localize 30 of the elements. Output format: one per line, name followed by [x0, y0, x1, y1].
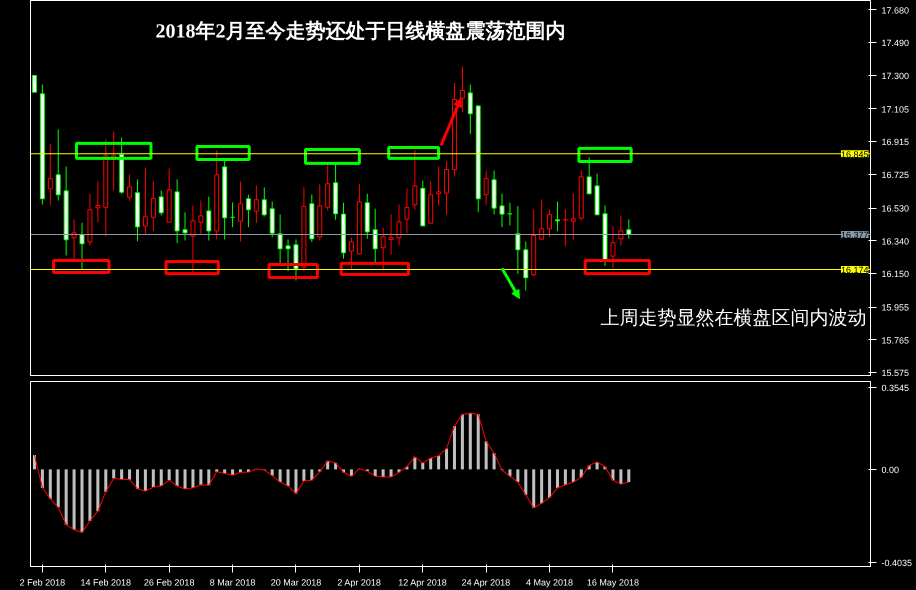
x-tick-label: 20 Mar 2018	[270, 578, 322, 588]
x-tick-label: 2 Feb 2018	[20, 578, 66, 588]
x-tick-label: 2 Apr 2018	[337, 578, 381, 588]
ref-line-label: 16.845	[840, 149, 869, 160]
x-tick-label: 12 Apr 2018	[398, 578, 447, 588]
x-tick-label: 4 May 2018	[526, 578, 574, 588]
annotation: 上周走势显然在横盘区间内波动	[600, 308, 866, 329]
x-tick-label: 14 Feb 2018	[80, 578, 132, 588]
y-tick-label: 17.105	[882, 104, 910, 114]
y-tick-label: 16.725	[882, 170, 910, 180]
y-tick-label: 17.490	[882, 38, 910, 48]
y-tick-label: 17.680	[882, 5, 910, 16]
x-tick-label: 16 May 2018	[586, 578, 639, 588]
y-tick-label: 16.915	[882, 137, 910, 148]
y-tick-label: -0.4035	[882, 558, 912, 568]
y-tick-label: 15.575	[882, 368, 910, 378]
ref-line-label: 16.377	[840, 230, 869, 240]
text: 2018年2月至今走势还处于日线横盘震荡范围内	[156, 20, 566, 42]
y-tick-label: 0.3545	[882, 382, 910, 393]
x-tick-label: 26 Feb 2018	[144, 578, 194, 588]
x-tick-label: 8 Mar 2018	[210, 578, 256, 588]
y-tick-label: 16.150	[882, 269, 910, 280]
x-tick-label: 24 Apr 2018	[462, 578, 510, 588]
y-tick-label: 17.300	[882, 70, 910, 81]
y-tick-label: 15.765	[882, 335, 910, 346]
ref-line-label: 16.174	[840, 264, 869, 275]
y-tick-label: 16.340	[882, 236, 910, 246]
y-tick-label: 15.955	[882, 302, 910, 313]
y-tick-label: 16.530	[882, 204, 910, 214]
y-tick-label: 0.00	[882, 464, 900, 475]
